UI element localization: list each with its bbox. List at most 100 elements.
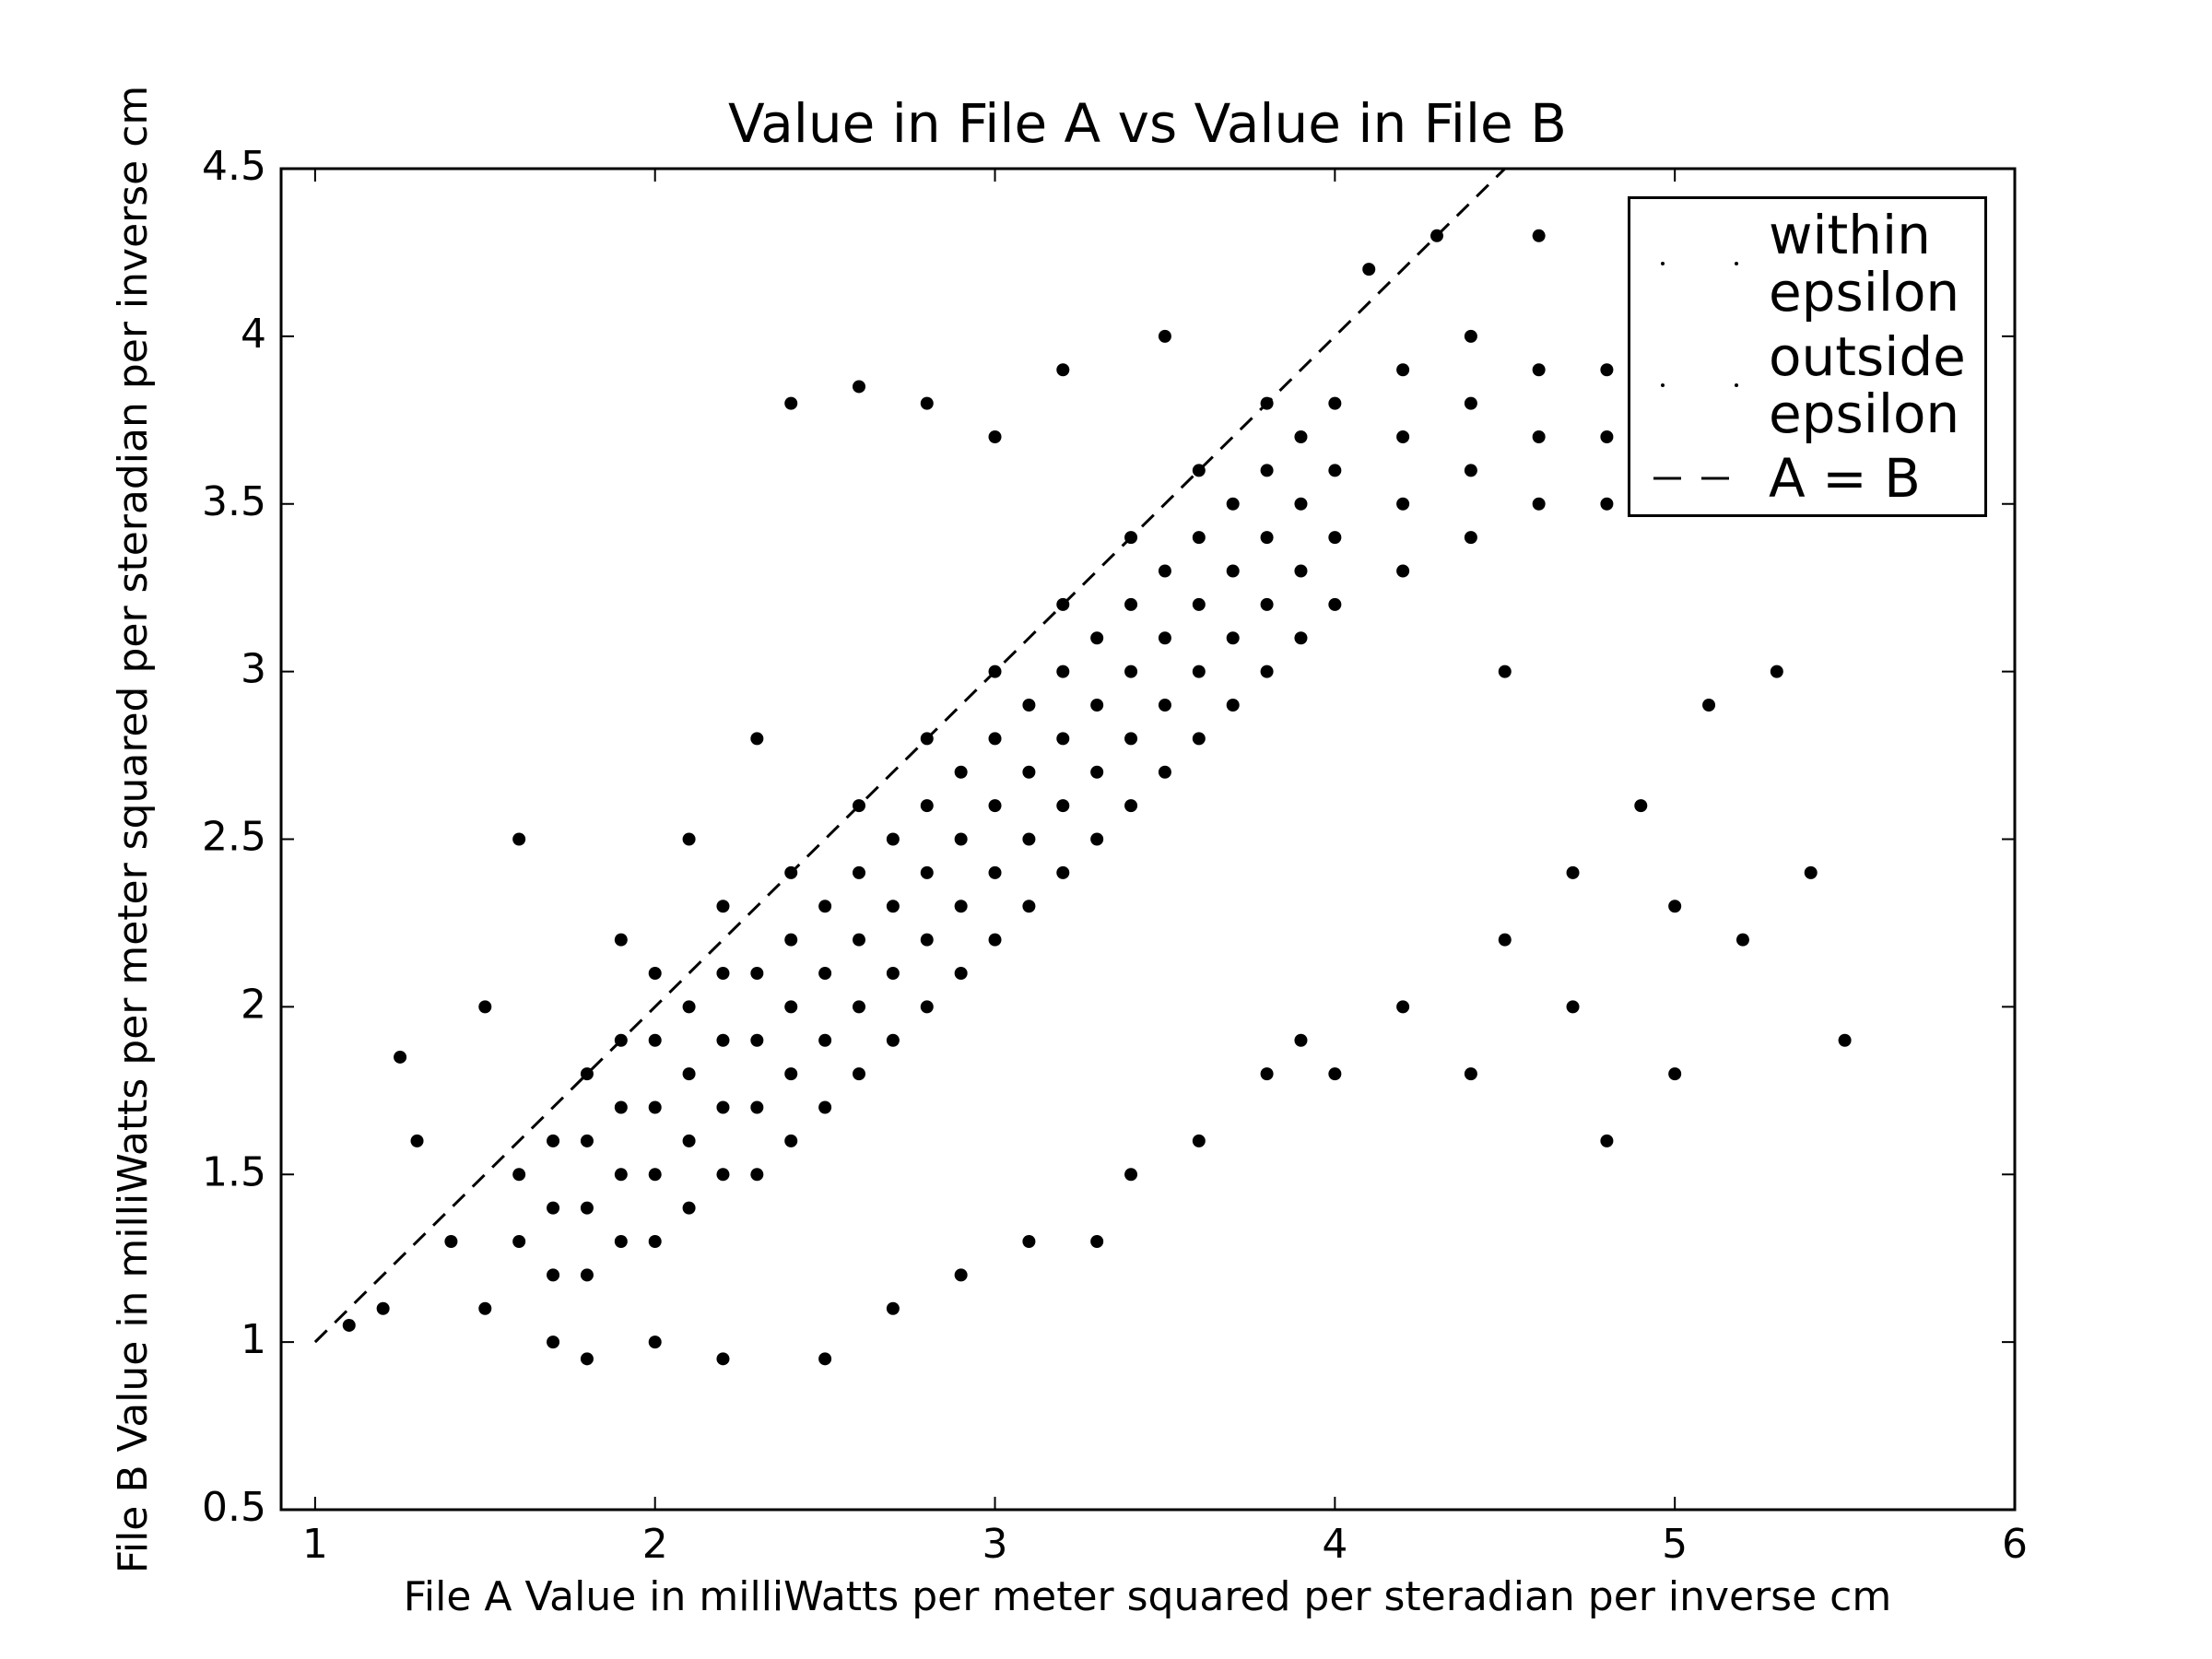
point xyxy=(1192,732,1206,746)
x-tick-label: 2 xyxy=(642,1521,668,1568)
y-tick-label: 3 xyxy=(241,646,266,693)
point xyxy=(1090,765,1104,779)
x-tick-label: 5 xyxy=(1662,1521,1688,1568)
legend-entry: within epsilon xyxy=(1630,206,1984,321)
point xyxy=(853,1067,865,1081)
point xyxy=(920,799,934,813)
legend-key xyxy=(1630,254,1769,273)
point xyxy=(1022,765,1036,779)
point xyxy=(1260,531,1274,545)
point xyxy=(682,1067,696,1081)
point xyxy=(1294,631,1308,645)
point xyxy=(444,1235,458,1248)
point xyxy=(1090,832,1104,846)
y-tick-label: 3.5 xyxy=(202,478,266,525)
point xyxy=(1396,497,1410,511)
point xyxy=(1090,631,1104,645)
point xyxy=(750,1168,764,1182)
point xyxy=(920,933,934,947)
point xyxy=(988,732,1002,746)
point xyxy=(784,1067,798,1081)
x-tick-label: 1 xyxy=(302,1521,328,1568)
legend-label: A = B xyxy=(1769,447,1921,510)
point xyxy=(614,1168,628,1182)
y-tick-label: 1.5 xyxy=(202,1148,266,1195)
point xyxy=(784,396,798,410)
point xyxy=(1735,933,1749,947)
legend-key xyxy=(1630,376,1769,394)
point xyxy=(580,1268,594,1282)
point xyxy=(478,1301,492,1315)
point xyxy=(614,1100,628,1114)
point xyxy=(648,1100,662,1114)
point xyxy=(853,380,865,394)
point xyxy=(886,967,900,980)
point xyxy=(1498,933,1512,947)
point xyxy=(547,1335,560,1349)
point xyxy=(614,1235,628,1248)
point xyxy=(954,832,968,846)
point xyxy=(1328,531,1342,545)
point xyxy=(988,430,1002,443)
legend-marker xyxy=(1661,383,1665,387)
point xyxy=(1532,430,1546,443)
legend: within epsilon outside epsilon A = B xyxy=(1628,196,1987,517)
point xyxy=(1226,631,1240,645)
point xyxy=(886,1033,900,1047)
point xyxy=(1192,531,1206,545)
point xyxy=(1260,1067,1274,1081)
point xyxy=(1158,699,1171,712)
legend-label: within epsilon xyxy=(1769,204,1960,324)
point xyxy=(1668,1067,1682,1081)
point xyxy=(1464,329,1477,343)
point xyxy=(784,1134,798,1147)
y-tick-label: 2.5 xyxy=(202,814,266,861)
point xyxy=(1464,1067,1477,1081)
point xyxy=(1124,1168,1138,1182)
point xyxy=(716,1168,730,1182)
y-tick-label: 2 xyxy=(241,981,266,1028)
point xyxy=(1158,329,1171,343)
point xyxy=(580,1201,594,1215)
point xyxy=(1158,765,1171,779)
point xyxy=(1056,799,1070,813)
point xyxy=(1294,497,1308,511)
point xyxy=(1566,1000,1580,1014)
point xyxy=(716,1033,730,1047)
point xyxy=(512,1235,526,1248)
point xyxy=(1328,464,1342,477)
point xyxy=(784,933,798,947)
point xyxy=(1566,865,1580,879)
point xyxy=(1226,497,1240,511)
point xyxy=(1634,799,1648,813)
point xyxy=(1260,464,1274,477)
legend-key xyxy=(1630,469,1769,488)
reference-line xyxy=(313,169,1506,1344)
point xyxy=(988,865,1002,879)
y-tick-label: 4.5 xyxy=(202,143,266,190)
point xyxy=(954,765,968,779)
point xyxy=(342,1318,356,1332)
point xyxy=(750,967,764,980)
point xyxy=(1294,1033,1308,1047)
point xyxy=(1328,396,1342,410)
point xyxy=(818,900,832,913)
legend-swatch xyxy=(1661,383,1738,387)
point xyxy=(853,865,865,879)
point xyxy=(1022,832,1036,846)
point xyxy=(547,1268,560,1282)
point xyxy=(682,1201,696,1215)
point xyxy=(1226,699,1240,712)
point xyxy=(512,832,526,846)
point xyxy=(1124,732,1138,746)
point xyxy=(1804,865,1818,879)
point xyxy=(1192,665,1206,678)
point xyxy=(648,1168,662,1182)
point xyxy=(886,900,900,913)
point xyxy=(853,933,865,947)
point xyxy=(1056,865,1070,879)
legend-entry: A = B xyxy=(1630,450,1984,507)
point xyxy=(818,1100,832,1114)
